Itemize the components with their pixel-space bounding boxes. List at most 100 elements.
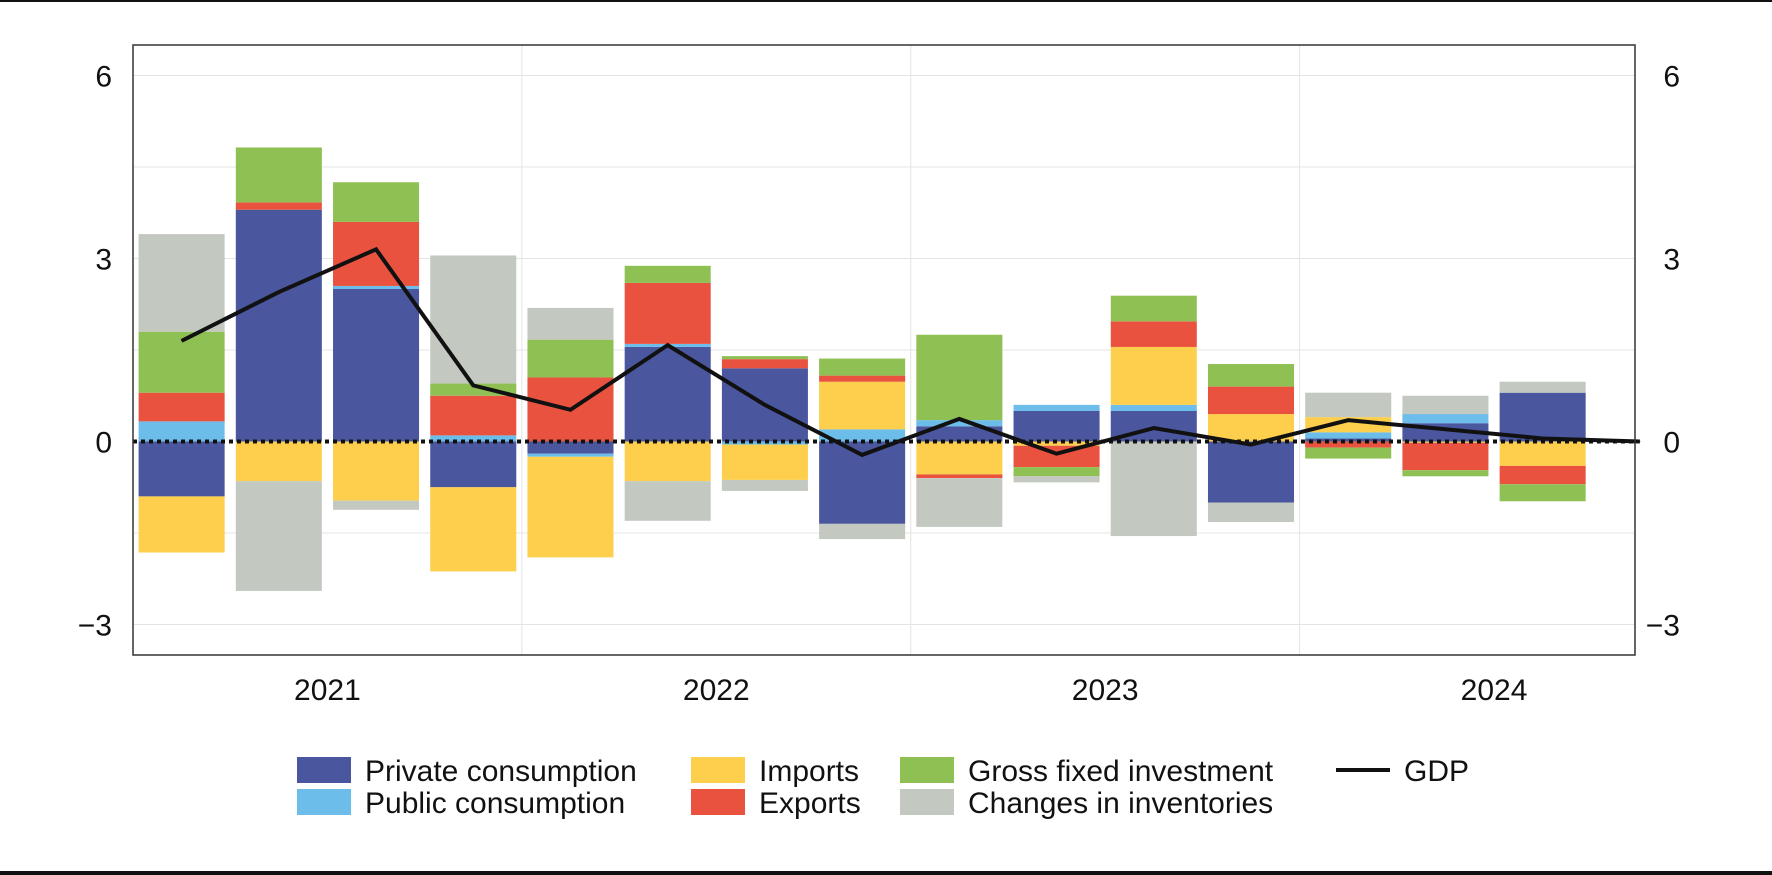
legend-label: GDP bbox=[1404, 755, 1469, 788]
bar-segment-private-consumption bbox=[527, 441, 614, 454]
bar-segment-imports bbox=[819, 381, 906, 430]
gdp-point bbox=[958, 418, 960, 420]
bar-segment-exports bbox=[430, 395, 517, 436]
bar-segment-changes-in-inventories bbox=[1499, 381, 1586, 393]
gdp-point bbox=[764, 404, 766, 406]
bar-segment-imports bbox=[333, 441, 420, 501]
gdp-point bbox=[1153, 427, 1155, 429]
bar-segment-exports bbox=[1499, 465, 1586, 485]
bar-segment-public-consumption bbox=[1305, 432, 1392, 439]
legend-swatch bbox=[691, 789, 745, 815]
bar-segment-imports bbox=[235, 441, 322, 482]
gdp-point bbox=[861, 454, 863, 456]
bar-segment-exports bbox=[235, 202, 322, 210]
gdp-point bbox=[569, 409, 571, 411]
gdp-point bbox=[1056, 453, 1058, 455]
bar-segment-imports bbox=[138, 496, 225, 553]
gdp-point bbox=[375, 248, 377, 250]
legend-item-gdp: GDP bbox=[1336, 755, 1469, 788]
bar-segment-imports bbox=[430, 487, 517, 572]
legend-swatch bbox=[900, 789, 954, 815]
legend-swatch bbox=[297, 789, 351, 815]
bar-segment-exports bbox=[721, 359, 808, 369]
legend-item-private-consumption: Private consumption bbox=[297, 755, 637, 788]
bar-segment-changes-in-inventories bbox=[819, 523, 906, 540]
x-year-label: 2022 bbox=[683, 674, 750, 707]
bar-segment-private-consumption bbox=[1499, 392, 1586, 442]
bar-segment-changes-in-inventories bbox=[916, 478, 1003, 527]
gdp-point bbox=[1542, 437, 1544, 439]
bar-segment-private-consumption bbox=[138, 441, 225, 497]
bar-segment-gross-fixed-investment bbox=[1207, 364, 1295, 387]
bar-segment-gross-fixed-investment bbox=[1110, 295, 1197, 322]
bar-segment-gross-fixed-investment bbox=[819, 358, 906, 376]
bar-segment-gross-fixed-investment bbox=[333, 182, 420, 222]
legend-item-gross-fixed-investment: Gross fixed investment bbox=[900, 755, 1274, 788]
legend-swatch bbox=[900, 757, 954, 783]
gdp-point bbox=[1347, 419, 1349, 421]
bar-segment-gross-fixed-investment bbox=[1499, 484, 1586, 502]
bar-segment-exports bbox=[624, 282, 711, 344]
y-tick-label-right: −3 bbox=[1646, 610, 1680, 643]
bar-segment-exports bbox=[333, 221, 420, 286]
bar-segment-imports bbox=[1013, 441, 1100, 446]
gdp-point bbox=[1250, 444, 1252, 446]
gdp-point bbox=[181, 340, 183, 342]
bar-segment-changes-in-inventories bbox=[333, 500, 420, 510]
gdp-point bbox=[472, 384, 474, 386]
bar-segment-imports bbox=[1499, 441, 1586, 466]
bar-segment-exports bbox=[1402, 442, 1489, 471]
bar-segment-imports bbox=[1110, 346, 1197, 405]
bar-segment-public-consumption bbox=[819, 429, 906, 442]
bar-segment-changes-in-inventories bbox=[1110, 441, 1197, 537]
x-year-label: 2023 bbox=[1072, 674, 1139, 707]
bar-segment-public-consumption bbox=[1013, 404, 1100, 411]
bar-segment-public-consumption bbox=[430, 435, 517, 442]
bar-segment-exports bbox=[138, 392, 225, 422]
bar-segment-changes-in-inventories bbox=[721, 479, 808, 491]
y-tick-label-right: 3 bbox=[1663, 244, 1680, 277]
legend-label: Private consumption bbox=[365, 755, 637, 788]
top-border bbox=[0, 0, 1772, 2]
bar-segment-private-consumption bbox=[430, 441, 517, 488]
y-tick-label-right: 0 bbox=[1663, 427, 1680, 460]
y-tick-label-left: 3 bbox=[95, 244, 112, 277]
legend-label: Public consumption bbox=[365, 787, 625, 820]
legend-swatch bbox=[691, 757, 745, 783]
bar-segment-public-consumption bbox=[138, 421, 225, 442]
bar-segment-exports bbox=[916, 474, 1003, 479]
bar-segment-private-consumption bbox=[1305, 438, 1392, 442]
bar-segment-gross-fixed-investment bbox=[527, 339, 614, 378]
bar-segment-public-consumption bbox=[527, 453, 614, 457]
bar-segment-gross-fixed-investment bbox=[624, 265, 711, 283]
bar-segment-private-consumption bbox=[1013, 411, 1100, 442]
gdp-point bbox=[667, 344, 669, 346]
bar-segment-imports bbox=[721, 444, 808, 480]
bar-segment-exports bbox=[1110, 321, 1197, 347]
gdp-line-path bbox=[180, 246, 1640, 458]
y-tick-label-left: 6 bbox=[95, 61, 112, 94]
bar-segment-changes-in-inventories bbox=[527, 307, 614, 340]
bar-segment-changes-in-inventories bbox=[1013, 476, 1100, 483]
bar-segment-changes-in-inventories bbox=[430, 255, 517, 384]
legend-label: Imports bbox=[759, 755, 859, 788]
bar-segment-private-consumption bbox=[333, 289, 420, 442]
bar-segment-changes-in-inventories bbox=[624, 481, 711, 521]
bar-segment-private-consumption bbox=[624, 346, 711, 442]
bar-segment-exports bbox=[819, 375, 906, 382]
legend-label: Exports bbox=[759, 787, 861, 820]
bar-segment-imports bbox=[527, 456, 614, 558]
bar-segment-gross-fixed-investment bbox=[1402, 470, 1489, 477]
bar-segment-changes-in-inventories bbox=[1207, 502, 1295, 523]
bar-segment-exports bbox=[1013, 445, 1100, 468]
bar-segment-imports bbox=[916, 441, 1003, 475]
bar-segment-gross-fixed-investment bbox=[1305, 447, 1392, 459]
bar-segment-gross-fixed-investment bbox=[1013, 467, 1100, 477]
bar-segment-public-consumption bbox=[916, 420, 1003, 427]
legend-item-changes-in-inventories: Changes in inventories bbox=[900, 787, 1273, 820]
x-axis-year-labels: 2021 2022 2023 2024 bbox=[294, 674, 1527, 707]
bar-segment-gross-fixed-investment bbox=[721, 356, 808, 360]
bar-segment-public-consumption bbox=[333, 285, 420, 289]
bar-segment-changes-in-inventories bbox=[1305, 392, 1392, 418]
bar-segment-changes-in-inventories bbox=[138, 234, 225, 332]
